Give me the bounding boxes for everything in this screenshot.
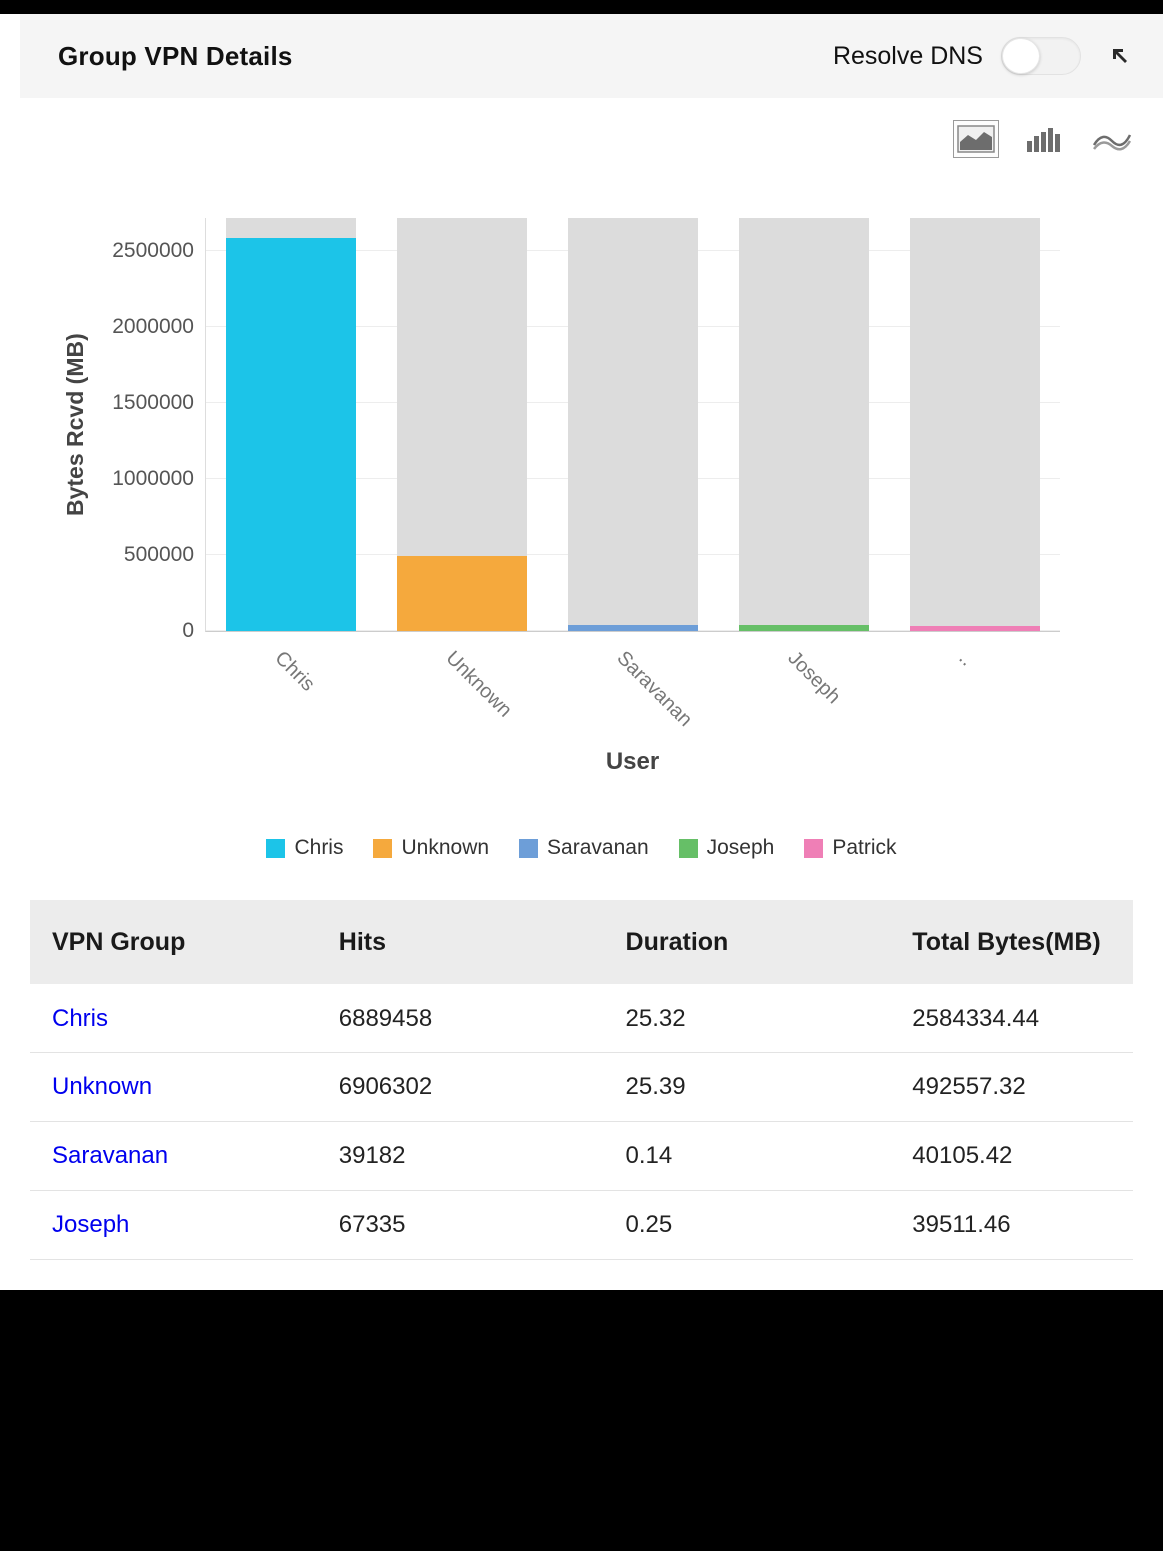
vpn-group-link[interactable]: Joseph	[52, 1211, 130, 1238]
table-row: Saravanan 39182 0.14 40105.42	[30, 1122, 1133, 1191]
vpn-group-link[interactable]: Unknown	[52, 1073, 153, 1100]
y-tick-label: 1500000	[112, 390, 194, 414]
column-header: Hits	[338, 927, 386, 956]
duration-cell: 25.32	[625, 1004, 686, 1032]
resolve-dns-label: Resolve DNS	[832, 41, 983, 70]
bar-value	[738, 625, 869, 631]
header: Group VPN Details Resolve DNS	[20, 14, 1163, 98]
column-header: VPN Group	[52, 927, 186, 956]
total-bytes-cell: 492557.32	[912, 1073, 1026, 1100]
top-black-bar	[0, 0, 1163, 14]
column-header: Total Bytes(MB)	[912, 927, 1101, 956]
y-tick-label: 500000	[123, 542, 194, 566]
bar-background	[909, 218, 1040, 631]
legend-label: Joseph	[706, 836, 775, 859]
x-tick-label: Chris	[269, 647, 319, 696]
legend-swatch	[678, 838, 698, 858]
bar-value	[567, 624, 698, 631]
expand-icon[interactable]	[1107, 43, 1133, 69]
x-tick-label: Saravanan	[611, 647, 696, 731]
bar-background	[226, 218, 357, 631]
x-tick-label: ..	[953, 647, 978, 671]
vpn-group-link[interactable]: Chris	[52, 1004, 109, 1032]
hits-cell: 6906302	[338, 1073, 433, 1100]
page-title: Group VPN Details	[58, 40, 293, 71]
line-chart-icon[interactable]	[1089, 120, 1135, 158]
vpn-table: VPN Group Hits Duration Total Bytes(MB) Chr…	[30, 900, 1133, 1260]
y-axis-title: Bytes Rcvd (MB)	[62, 333, 88, 517]
total-bytes-cell: 2584334.44	[912, 1004, 1040, 1032]
x-axis-title: User	[605, 748, 660, 775]
x-tick-label: Unknown	[440, 647, 516, 722]
bar-chris[interactable]	[206, 218, 377, 631]
legend-item-unknown[interactable]: Unknown	[373, 836, 489, 860]
duration-cell: 0.25	[625, 1211, 673, 1238]
legend-swatch	[519, 838, 539, 858]
table-body: Chris 6889458 25.32 2584334.44 Unknown 690630…	[30, 984, 1133, 1260]
y-tick-label: 2000000	[112, 314, 194, 338]
chart-legend: Chris Unknown Saravanan Joseph Patrick	[0, 836, 1163, 860]
bar-..[interactable]	[889, 218, 1060, 631]
area-chart-icon[interactable]	[953, 120, 999, 158]
duration-cell: 0.14	[625, 1142, 673, 1169]
bar-value	[909, 625, 1040, 631]
table-row: Joseph 67335 0.25 39511.46	[30, 1191, 1133, 1260]
y-tick-label: 1000000	[112, 466, 194, 490]
y-tick-label: 2500000	[112, 238, 194, 262]
legend-label: Unknown	[401, 836, 490, 859]
total-bytes-cell: 39511.46	[912, 1211, 1011, 1238]
hits-cell: 6889458	[338, 1004, 433, 1032]
bar-value	[226, 237, 357, 631]
table-row: Chris 6889458 25.32 2584334.44	[30, 984, 1133, 1053]
legend-item-saravanan[interactable]: Saravanan	[519, 836, 649, 860]
legend-label: Patrick	[832, 836, 897, 859]
y-tick-label: 0	[182, 619, 194, 642]
x-tick-label: Joseph	[782, 647, 845, 709]
hits-cell: 67335	[338, 1211, 406, 1238]
bar-value	[397, 556, 528, 631]
toggle-knob	[1002, 38, 1040, 74]
total-bytes-cell: 40105.42	[912, 1142, 1013, 1169]
bar-background	[738, 218, 869, 631]
legend-swatch	[266, 838, 286, 858]
chart-type-toolbar	[953, 120, 1135, 158]
chart-plot-area: 0 500000 1000000 1500000 2000000 2500000 Chri…	[112, 218, 1060, 731]
legend-label: Chris	[294, 836, 344, 859]
hits-cell: 39182	[338, 1142, 406, 1169]
legend-item-chris[interactable]: Chris	[266, 836, 343, 860]
table-row: Unknown 6906302 25.39 492557.32	[30, 1053, 1133, 1122]
column-header: Duration	[625, 927, 729, 956]
legend-item-patrick[interactable]: Patrick	[804, 836, 897, 860]
duration-cell: 25.39	[625, 1073, 686, 1100]
legend-item-joseph[interactable]: Joseph	[678, 836, 775, 860]
vpn-group-link[interactable]: Saravanan	[52, 1142, 169, 1169]
bar-unknown[interactable]	[377, 218, 548, 631]
bar-joseph[interactable]	[718, 218, 889, 631]
table-header-row: VPN Group Hits Duration Total Bytes(MB)	[30, 900, 1133, 984]
bar-background	[567, 218, 698, 631]
resolve-dns-toggle[interactable]	[1001, 37, 1081, 75]
bars-container	[206, 218, 1060, 631]
legend-swatch	[373, 838, 393, 858]
x-axis-labels: Chris Unknown Saravanan Joseph..	[206, 631, 1060, 751]
bar-saravanan[interactable]	[548, 218, 719, 631]
footer-black-bar	[0, 1290, 1163, 1551]
header-controls: Resolve DNS	[833, 37, 1133, 75]
legend-label: Saravanan	[547, 836, 649, 859]
bar-chart-icon[interactable]	[1021, 120, 1067, 158]
bar-background	[397, 218, 528, 631]
legend-swatch	[804, 838, 824, 858]
